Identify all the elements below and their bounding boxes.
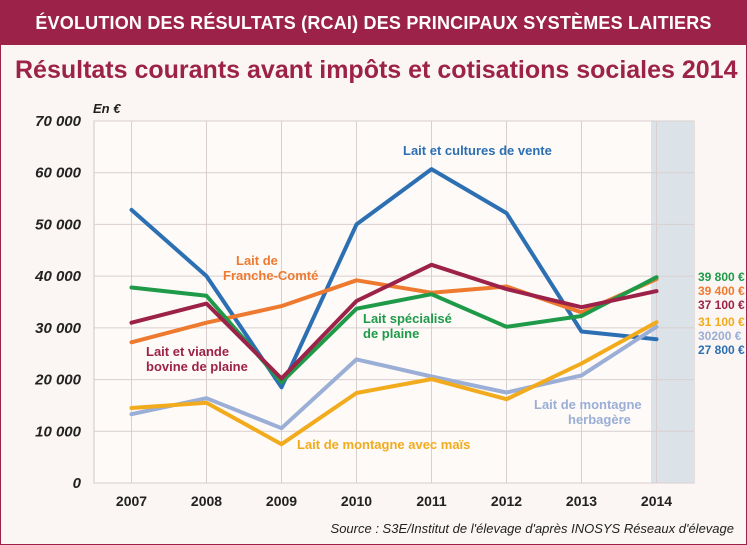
highlight-band-2014 bbox=[651, 121, 694, 483]
series-line-5 bbox=[129, 320, 659, 447]
x-tick-label: 2010 bbox=[341, 493, 372, 509]
x-tick-label: 2008 bbox=[191, 493, 222, 509]
series-label-herbagere-line1: Lait de montagne bbox=[534, 397, 642, 412]
x-tick-label: 2012 bbox=[491, 493, 522, 509]
series-label-viande: Lait et viande bovine de plaine bbox=[146, 344, 248, 374]
series-label-specialise-line2: de plaine bbox=[363, 326, 419, 341]
series-label-mais: Lait de montagne avec maïs bbox=[297, 437, 470, 452]
y-tick-label: 20 000 bbox=[34, 372, 82, 389]
y-axis-ticks: 0 10 000 20 000 30 000 40 000 50 000 60 000 70 … bbox=[34, 113, 82, 492]
series-label-herbagere: Lait de montagne herbagère bbox=[534, 397, 645, 427]
end-value-labels: 39 800 €39 400 €37 100 € 31 100 €30200 €2… bbox=[698, 270, 745, 357]
series-label-viande-line2: bovine de plaine bbox=[146, 359, 248, 374]
x-axis-ticks: 2007 2008 2009 2010 2011 2012 2013 2014 bbox=[116, 493, 672, 509]
series-annotations: Lait et cultures de vente Lait de Franch… bbox=[146, 143, 645, 452]
source-note: Source : S3E/Institut de l'élevage d'apr… bbox=[330, 521, 734, 536]
y-tick-label: 10 000 bbox=[35, 423, 82, 440]
series-line-1 bbox=[129, 277, 659, 345]
series-label-franche-comte-line1: Lait de bbox=[236, 253, 278, 268]
series-label-franche-comte: Lait de Franche-Comté bbox=[223, 253, 318, 283]
end-value-label: 37 100 € bbox=[698, 298, 745, 312]
series-line-0 bbox=[129, 167, 659, 390]
series-label-viande-line1: Lait et viande bbox=[146, 344, 229, 359]
chart-title: Résultats courants avant impôts et cotis… bbox=[15, 56, 738, 84]
x-tick-label: 2007 bbox=[116, 493, 147, 509]
series-label-cultures: Lait et cultures de vente bbox=[403, 143, 552, 158]
header-banner: ÉVOLUTION DES RÉSULTATS (RCAI) DES PRINC… bbox=[1, 1, 746, 45]
x-tick-label: 2011 bbox=[416, 493, 447, 509]
y-tick-label: 0 bbox=[73, 475, 82, 492]
y-tick-label: 40 000 bbox=[34, 268, 82, 285]
y-axis-unit-label: En € bbox=[93, 101, 121, 116]
y-tick-label: 50 000 bbox=[35, 216, 82, 233]
end-value-label: 31 100 € bbox=[698, 315, 745, 329]
series-line-4 bbox=[129, 324, 659, 431]
series-label-specialise: Lait spécialisé de plaine bbox=[363, 311, 456, 341]
end-value-label: 39 800 € bbox=[698, 270, 745, 284]
series-lines bbox=[129, 167, 659, 447]
series-line-3 bbox=[129, 262, 659, 381]
y-tick-label: 70 000 bbox=[35, 113, 82, 130]
x-tick-label: 2014 bbox=[641, 493, 672, 509]
header-banner-text: ÉVOLUTION DES RÉSULTATS (RCAI) DES PRINC… bbox=[35, 12, 712, 33]
series-label-herbagere-line2: herbagère bbox=[568, 412, 631, 427]
gridlines bbox=[94, 120, 694, 484]
x-tick-label: 2013 bbox=[566, 493, 597, 509]
end-value-label: 39 400 € bbox=[698, 284, 745, 298]
end-value-label: 27 800 € bbox=[698, 343, 745, 357]
series-line-2 bbox=[129, 275, 659, 385]
end-value-label: 30200 € bbox=[698, 329, 742, 343]
y-tick-label: 60 000 bbox=[35, 165, 82, 182]
series-label-specialise-line1: Lait spécialisé bbox=[363, 311, 452, 326]
x-tick-label: 2009 bbox=[266, 493, 297, 509]
series-label-franche-comte-line2: Franche-Comté bbox=[223, 268, 318, 283]
y-tick-label: 30 000 bbox=[35, 320, 82, 337]
